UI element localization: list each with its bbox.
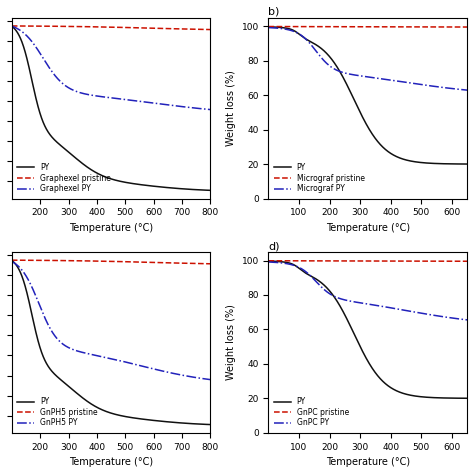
Text: d): d) xyxy=(268,241,280,251)
X-axis label: Temperature (°C): Temperature (°C) xyxy=(69,223,153,233)
Text: b): b) xyxy=(268,7,280,17)
X-axis label: Temperature (°C): Temperature (°C) xyxy=(326,457,410,467)
X-axis label: Temperature (°C): Temperature (°C) xyxy=(326,223,410,233)
X-axis label: Temperature (°C): Temperature (°C) xyxy=(69,457,153,467)
Y-axis label: Weight loss (%): Weight loss (%) xyxy=(226,304,236,380)
Y-axis label: Weight loss (%): Weight loss (%) xyxy=(226,70,236,146)
Legend: PY, GnPH5 pristine, GnPH5 PY: PY, GnPH5 pristine, GnPH5 PY xyxy=(16,396,99,429)
Legend: PY, Graphexel pristine, Graphexel PY: PY, Graphexel pristine, Graphexel PY xyxy=(16,162,112,195)
Legend: PY, Micrograf pristine, Micrograf PY: PY, Micrograf pristine, Micrograf PY xyxy=(272,162,366,195)
Legend: PY, GnPC pristine, GnPC PY: PY, GnPC pristine, GnPC PY xyxy=(272,396,350,429)
